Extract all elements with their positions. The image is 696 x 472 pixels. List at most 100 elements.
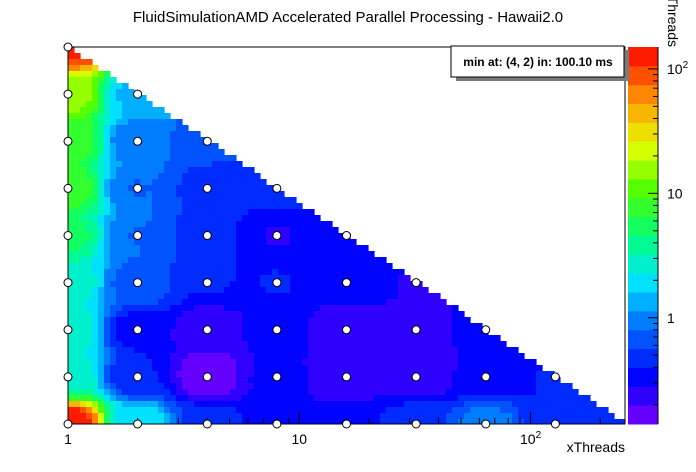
- contour-cell: [86, 335, 93, 342]
- contour-cell: [170, 269, 177, 276]
- contour-cell: [452, 413, 459, 420]
- contour-cell: [170, 329, 177, 336]
- contour-cell: [80, 197, 87, 204]
- contour-cell: [80, 305, 87, 312]
- contour-cell: [320, 299, 327, 306]
- contour-cell: [74, 407, 81, 414]
- contour-cell: [86, 233, 93, 240]
- contour-cell: [146, 311, 153, 318]
- contour-cell: [410, 317, 417, 324]
- contour-cell: [404, 335, 411, 342]
- contour-cell: [488, 395, 495, 402]
- contour-cell: [194, 407, 201, 414]
- contour-cell: [392, 305, 399, 312]
- contour-cell: [308, 401, 315, 408]
- contour-cell: [116, 401, 123, 408]
- contour-cell: [182, 155, 189, 162]
- contour-cell: [500, 389, 507, 396]
- contour-cell: [398, 365, 405, 372]
- contour-cell: [254, 347, 261, 354]
- contour-cell: [116, 329, 123, 336]
- contour-cell: [440, 407, 447, 414]
- contour-cell: [170, 221, 177, 228]
- contour-cell: [308, 341, 315, 348]
- contour-cell: [356, 245, 363, 252]
- contour-cell: [80, 329, 87, 336]
- contour-cell: [398, 371, 405, 378]
- contour-cell: [320, 329, 327, 336]
- contour-cell: [374, 281, 381, 288]
- contour-cell: [290, 257, 297, 264]
- contour-cell: [80, 125, 87, 132]
- contour-cell: [152, 305, 159, 312]
- contour-cell: [80, 251, 87, 258]
- contour-cell: [326, 329, 333, 336]
- contour-cell: [92, 395, 99, 402]
- contour-cell: [104, 113, 111, 120]
- contour-cell: [398, 335, 405, 342]
- contour-cell: [116, 245, 123, 252]
- contour-cell: [182, 191, 189, 198]
- contour-cell: [392, 389, 399, 396]
- contour-cell: [68, 149, 75, 156]
- contour-cell: [176, 419, 183, 424]
- contour-cell: [182, 125, 189, 132]
- contour-cell: [146, 173, 153, 180]
- contour-cell: [224, 197, 231, 204]
- contour-cell: [116, 89, 123, 96]
- contour-cell: [224, 401, 231, 408]
- contour-cell: [146, 407, 153, 414]
- contour-cell: [140, 239, 147, 246]
- contour-cell: [170, 209, 177, 216]
- contour-cell: [332, 257, 339, 264]
- contour-cell: [170, 389, 177, 396]
- contour-cell: [224, 251, 231, 258]
- contour-cell: [242, 179, 249, 186]
- contour-cell: [92, 173, 99, 180]
- contour-cell: [356, 407, 363, 414]
- contour-cell: [272, 239, 279, 246]
- contour-cell: [398, 341, 405, 348]
- contour-cell: [566, 383, 573, 390]
- contour-cell: [74, 317, 81, 324]
- contour-cell: [248, 311, 255, 318]
- data-point: [202, 231, 212, 240]
- contour-cell: [458, 413, 465, 420]
- contour-cell: [98, 155, 105, 162]
- contour-cell: [242, 251, 249, 258]
- contour-cell: [194, 131, 201, 138]
- contour-cell: [74, 59, 81, 66]
- contour-cell: [392, 419, 399, 424]
- contour-cell: [434, 317, 441, 324]
- contour-cell: [116, 299, 123, 306]
- contour-cell: [80, 155, 87, 162]
- contour-cell: [194, 317, 201, 324]
- contour-cell: [176, 341, 183, 348]
- contour-cell: [254, 221, 261, 228]
- contour-cell: [422, 317, 429, 324]
- contour-cell: [326, 335, 333, 342]
- contour-cell: [332, 305, 339, 312]
- contour-cell: [494, 365, 501, 372]
- contour-cell: [98, 275, 105, 282]
- contour-cell: [374, 347, 381, 354]
- contour-cell: [86, 377, 93, 384]
- contour-cell: [416, 299, 423, 306]
- contour-cell: [200, 287, 207, 294]
- palette-band: [628, 405, 658, 425]
- contour-cell: [314, 311, 321, 318]
- contour-cell: [392, 281, 399, 288]
- contour-cell: [194, 383, 201, 390]
- contour-cell: [92, 119, 99, 126]
- contour-cell: [188, 407, 195, 414]
- contour-cell: [248, 299, 255, 306]
- contour-cell: [128, 101, 135, 108]
- contour-cell: [68, 317, 75, 324]
- contour-cell: [158, 137, 165, 144]
- contour-cell: [68, 131, 75, 138]
- contour-cell: [158, 125, 165, 132]
- contour-cell: [320, 383, 327, 390]
- contour-cell: [92, 191, 99, 198]
- contour-cell: [314, 269, 321, 276]
- contour-cell: [332, 407, 339, 414]
